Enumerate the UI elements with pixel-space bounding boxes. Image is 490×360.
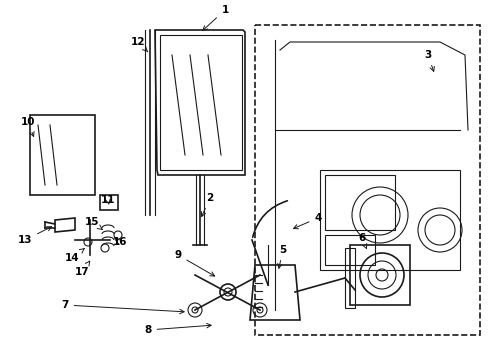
Text: 10: 10 bbox=[21, 117, 35, 136]
Text: 16: 16 bbox=[113, 237, 127, 247]
Text: 5: 5 bbox=[278, 245, 287, 268]
Text: 13: 13 bbox=[18, 227, 51, 245]
Text: 3: 3 bbox=[424, 50, 434, 71]
Text: 6: 6 bbox=[358, 233, 367, 249]
Text: 1: 1 bbox=[203, 5, 229, 30]
Text: 14: 14 bbox=[65, 248, 84, 263]
Text: 11: 11 bbox=[101, 195, 115, 205]
Text: 8: 8 bbox=[145, 323, 211, 335]
Text: 15: 15 bbox=[85, 217, 102, 229]
Text: 12: 12 bbox=[131, 37, 148, 52]
Text: 9: 9 bbox=[174, 250, 215, 276]
Text: 4: 4 bbox=[294, 213, 322, 229]
Text: 7: 7 bbox=[61, 300, 184, 314]
Text: 17: 17 bbox=[74, 261, 90, 277]
Text: 2: 2 bbox=[201, 193, 214, 216]
